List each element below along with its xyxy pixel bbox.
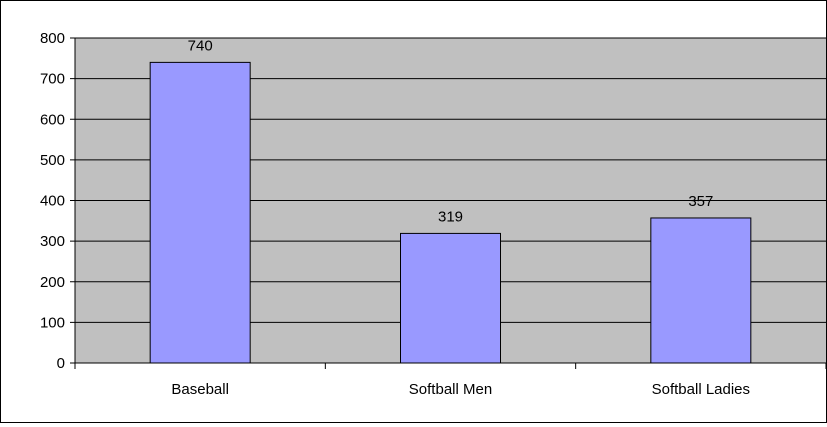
labels: 0 100 200 300 400 500 600 700 800 740 Baseball 319 S… — [40, 30, 750, 398]
bar-baseball — [149, 61, 251, 364]
y-tick-label-500: 500 — [40, 152, 65, 169]
data-label-softball-men: 319 — [438, 208, 463, 225]
x-tick-label-softball-ladies: Softball Ladies — [652, 381, 750, 398]
data-label-baseball: 740 — [188, 37, 213, 54]
y-tick-label-200: 200 — [40, 274, 65, 291]
x-tick-label-softball-men: Softball Men — [409, 381, 492, 398]
y-tick-label-600: 600 — [40, 111, 65, 128]
y-tick-label-100: 100 — [40, 314, 65, 331]
y-tick-label-700: 700 — [40, 71, 65, 88]
bar-softball-men — [400, 232, 501, 364]
bars — [149, 61, 752, 364]
data-label-softball-ladies: 357 — [688, 193, 713, 210]
bar-softball-ladies — [650, 217, 752, 364]
y-tick-label-0: 0 — [57, 355, 65, 372]
y-tick-label-300: 300 — [40, 233, 65, 250]
axes — [70, 37, 827, 369]
y-tick-label-400: 400 — [40, 193, 65, 210]
y-tick-label-800: 800 — [40, 30, 65, 47]
x-tick-label-baseball: Baseball — [171, 381, 229, 398]
